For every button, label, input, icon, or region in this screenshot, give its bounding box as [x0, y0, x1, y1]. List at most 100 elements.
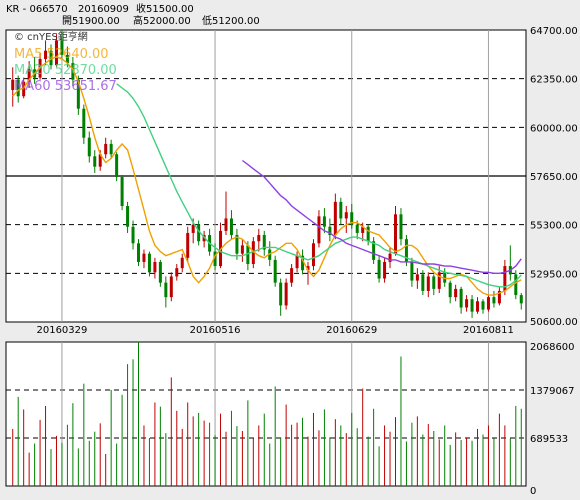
- candle-body: [98, 154, 102, 167]
- candle-body: [224, 218, 228, 231]
- candle-body: [246, 245, 250, 265]
- legend-ma20: MA20 52870.00: [14, 63, 117, 78]
- candle-body: [328, 226, 332, 236]
- candle-body: [169, 276, 173, 298]
- candle-body: [54, 40, 58, 66]
- candle-body: [393, 214, 398, 254]
- candle-body: [82, 108, 86, 138]
- moving-average-lines: [12, 56, 522, 296]
- ma-line-ma60: [241, 159, 522, 274]
- candle-body: [235, 235, 239, 254]
- candle-body: [197, 224, 201, 242]
- candle-body: [317, 216, 321, 244]
- candle-body: [126, 206, 130, 227]
- candle-body: [11, 79, 15, 91]
- price-axis-ticks: 64700.00 62350.00 60000.00 57650.00 55300.00…: [530, 26, 578, 328]
- candle-body: [290, 268, 294, 283]
- candle-body: [355, 224, 359, 233]
- candle-body: [476, 301, 480, 312]
- candle-body: [186, 232, 190, 258]
- candle-body: [191, 224, 195, 233]
- candle-body: [284, 282, 288, 306]
- header-symbol: KR - 066570: [6, 4, 68, 15]
- header-date: 20160909: [78, 4, 129, 15]
- header-low: 低51200.00: [202, 14, 260, 27]
- candle-body: [399, 214, 403, 240]
- price-tick-label: 55300.00: [530, 221, 578, 232]
- candle-body: [44, 50, 48, 59]
- candle-body: [71, 63, 75, 80]
- candle-body: [361, 226, 365, 233]
- candle-body: [519, 295, 523, 304]
- candle-body: [426, 276, 430, 291]
- candle-body: [213, 251, 217, 267]
- volume-tick-label: 2068600: [530, 342, 575, 353]
- volume-axis-ticks: 2068600 1379067 689533 0: [530, 342, 575, 497]
- header-open: 開51900.00: [62, 15, 120, 27]
- candle-body: [49, 50, 53, 66]
- candle-body: [333, 201, 337, 236]
- ma-line-ma20: [116, 83, 522, 288]
- candle-body: [158, 261, 162, 283]
- candle-body: [27, 69, 31, 82]
- candle-body: [486, 297, 490, 310]
- price-tick-label: 50600.00: [530, 317, 578, 328]
- candle-body: [443, 272, 447, 283]
- candle-body: [115, 154, 119, 178]
- candle-body: [273, 259, 277, 283]
- price-candles: [11, 30, 523, 318]
- legend-ma60: MA60 53651.67: [14, 79, 117, 94]
- volume-tick-label: 1379067: [530, 386, 575, 397]
- candle-body: [175, 268, 179, 277]
- date-tick-label: 20160629: [326, 325, 377, 336]
- candle-body: [136, 243, 141, 262]
- date-tick-label: 20160516: [190, 325, 241, 336]
- candle-body: [257, 235, 261, 242]
- candle-body: [153, 261, 157, 273]
- candle-body: [180, 257, 184, 269]
- candle-body: [76, 79, 80, 109]
- candle-body: [497, 290, 501, 304]
- candle-body: [65, 54, 69, 64]
- ma-line-ma5: [12, 56, 522, 296]
- candle-body: [454, 288, 458, 298]
- date-tick-label: 20160329: [36, 325, 87, 336]
- volume-tick-label: 0: [530, 486, 536, 497]
- candle-body: [415, 274, 419, 281]
- candle-body: [268, 249, 272, 260]
- candle-body: [377, 259, 381, 279]
- candle-body: [410, 261, 414, 281]
- candle-body: [322, 216, 326, 227]
- candle-body: [503, 266, 507, 291]
- date-tick-label: 20160811: [463, 325, 514, 336]
- candle-body: [366, 226, 370, 242]
- candle-body: [339, 201, 343, 219]
- candle-body: [164, 282, 168, 298]
- candle-body: [22, 81, 26, 97]
- date-axis-labels: 20160329 20160516 20160629 20160811: [36, 325, 513, 336]
- candle-body: [109, 143, 113, 155]
- candle-body: [437, 272, 441, 289]
- price-tick-label: 52950.00: [530, 269, 578, 280]
- volume-bars: [12, 342, 522, 486]
- candle-body: [404, 239, 408, 262]
- candle-body: [492, 297, 496, 304]
- volume-tick-label: 689533: [530, 434, 568, 445]
- candle-body: [120, 177, 124, 207]
- candle-body: [93, 156, 97, 167]
- price-tick-label: 60000.00: [530, 123, 578, 134]
- candle-body: [104, 143, 108, 155]
- header-high: 高52000.00: [133, 14, 191, 27]
- candle-body: [481, 301, 485, 310]
- candle-body: [514, 274, 518, 296]
- candle-body: [432, 276, 436, 289]
- candle-body: [372, 241, 376, 260]
- candle-body: [147, 253, 151, 273]
- candle-body: [87, 137, 91, 157]
- legend-ma5: MA5 52640.00: [14, 47, 109, 62]
- candle-body: [465, 299, 469, 308]
- watermark: © cnYES鉅亨網: [14, 30, 88, 43]
- candle-body: [311, 243, 315, 267]
- candle-body: [459, 288, 463, 308]
